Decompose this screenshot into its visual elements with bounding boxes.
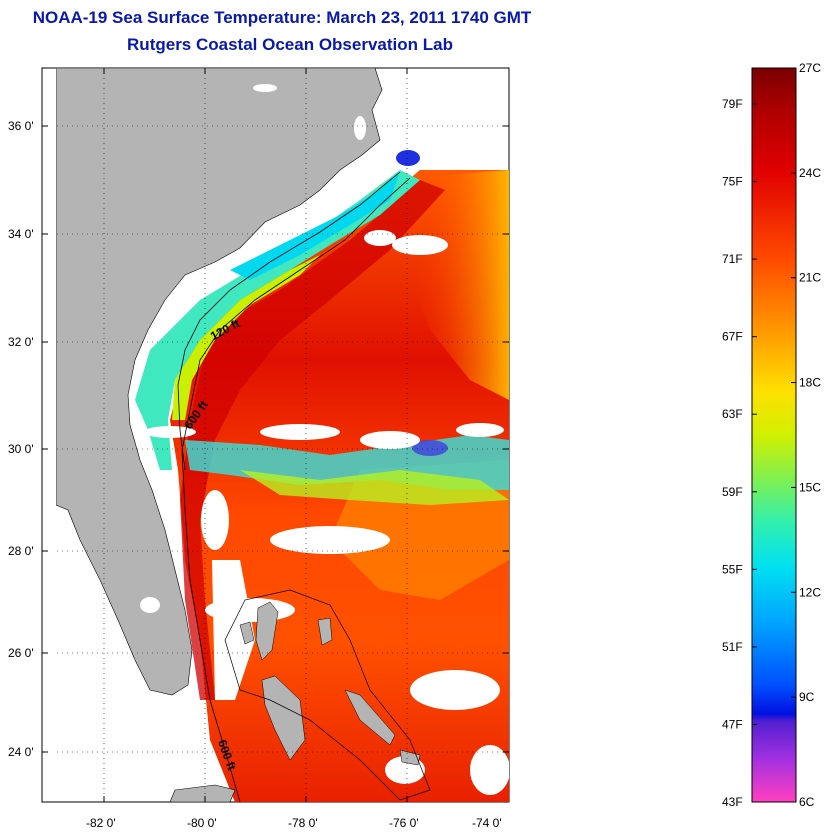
colorbar-tick-f: 55F <box>722 562 743 576</box>
colorbar-tick-f: 75F <box>722 175 743 189</box>
colorbar-tick-c: 27C <box>799 61 821 75</box>
colorbar-tick-c: 21C <box>799 271 821 285</box>
contour-600ft <box>181 177 411 802</box>
lon-tick-82: -82 0' <box>86 816 116 830</box>
colorbar-tick-c: 18C <box>799 376 821 390</box>
colorbar-tick-c: 15C <box>799 480 821 494</box>
contour-bahamas <box>224 589 431 801</box>
warm-eastern-waters <box>410 170 509 400</box>
colorbar-tick-f: 67F <box>722 330 743 344</box>
lat-tick-26: 26 0' <box>8 646 34 660</box>
gulf-stream-core <box>180 180 445 700</box>
colorbar-tick-c: 6C <box>799 795 815 809</box>
lat-tick-32: 32 0' <box>8 335 34 349</box>
colorbar-tick-c: 24C <box>799 166 821 180</box>
lon-tick-80: -80 0' <box>187 816 217 830</box>
map-title: NOAA-19 Sea Surface Temperature: March 2… <box>32 8 532 27</box>
lon-tick-74: -74 0' <box>472 816 502 830</box>
lat-tick-24: 24 0' <box>8 745 34 759</box>
lat-tick-30: 30 0' <box>8 442 34 456</box>
colorbar-tick-c: 9C <box>799 690 815 704</box>
lon-tick-78: -78 0' <box>288 816 318 830</box>
lat-tick-36: 36 0' <box>8 119 34 133</box>
cold-pocket-30n <box>412 440 448 456</box>
colorbar-tick-f: 59F <box>722 485 743 499</box>
colorbar-scale <box>751 67 797 803</box>
land-bahamas <box>239 601 421 766</box>
cloud-cover <box>144 230 509 795</box>
cold-pocket-hatteras <box>396 150 420 166</box>
lat-tick-34: 34 0' <box>8 227 34 241</box>
colorbar-tick-f: 47F <box>722 717 743 731</box>
land-southeast-us <box>56 68 383 696</box>
map-subtitle: Rutgers Coastal Ocean Observation Lab <box>127 35 453 54</box>
colorbar-tick-f: 79F <box>722 97 743 111</box>
lat-tick-28: 28 0' <box>8 544 34 558</box>
colorbar-tick-f: 43F <box>722 795 743 809</box>
coastal-green-band <box>172 255 320 420</box>
land-lakes <box>140 84 366 613</box>
colorbar-tick-f: 71F <box>722 252 743 266</box>
colorbar-tick-c: 12C <box>799 585 821 599</box>
lon-tick-76: -76 0' <box>389 816 419 830</box>
land-cuba <box>169 784 236 802</box>
coastal-cyan-north <box>230 172 400 280</box>
frame-ticks <box>42 68 509 802</box>
colorbar-tick-f: 51F <box>722 640 743 654</box>
cool-band-30n-green <box>240 470 509 505</box>
coastal-cool-band <box>135 170 420 470</box>
contour-120ft <box>177 171 401 471</box>
colorbar-tick-f: 63F <box>722 407 743 421</box>
